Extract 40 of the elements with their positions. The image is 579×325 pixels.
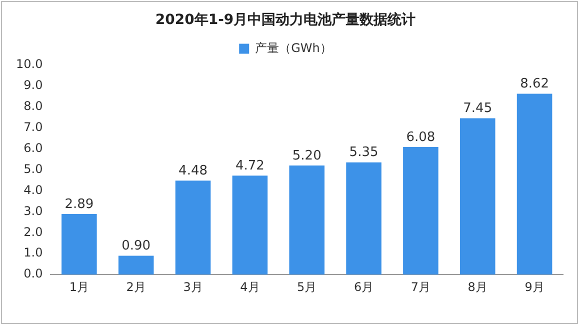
bar: [460, 118, 496, 275]
y-tick-label: 2.0: [24, 224, 43, 239]
x-tick-label: 1月: [69, 280, 89, 294]
chart-title: 2020年1-9月中国动力电池产量数据统计: [155, 11, 416, 28]
y-tick-label: 6.0: [24, 140, 43, 155]
x-tick-label: 3月: [183, 280, 203, 294]
y-tick-label: 1.0: [24, 246, 43, 260]
y-tick-label: 5.0: [24, 162, 43, 176]
x-tick-label: 2月: [126, 280, 146, 294]
data-label: 7.45: [463, 101, 492, 116]
data-label: 5.35: [349, 145, 378, 160]
bar: [289, 166, 325, 275]
data-label: 6.08: [406, 130, 436, 145]
bar: [403, 147, 438, 275]
bar: [118, 256, 154, 275]
y-tick-label: 10.0: [16, 56, 43, 71]
y-tick-label: 7.0: [24, 120, 43, 134]
bar: [232, 176, 268, 275]
y-tick-label: 0.0: [24, 266, 43, 281]
x-tick-label: 9月: [524, 280, 544, 294]
x-tick-label: 4月: [240, 280, 260, 294]
data-label: 5.20: [292, 148, 322, 164]
bar: [62, 214, 97, 275]
data-label: 4.48: [178, 163, 208, 178]
y-tick-label: 4.0: [24, 182, 43, 197]
y-tick-label: 9.0: [24, 78, 43, 92]
bar: [175, 180, 211, 275]
data-label: 4.72: [235, 158, 264, 174]
y-tick-label: 8.0: [24, 98, 43, 113]
bar: [346, 162, 382, 275]
x-tick-label: 6月: [354, 280, 374, 294]
data-label: 0.90: [122, 238, 151, 254]
x-tick-label: 7月: [410, 280, 431, 294]
bar: [516, 94, 552, 275]
data-label: 2.89: [64, 196, 94, 212]
x-tick-label: 8月: [468, 280, 488, 294]
x-tick-label: 5月: [297, 280, 317, 294]
data-label: 8.62: [520, 76, 550, 92]
y-tick-label: 3.0: [24, 204, 43, 218]
legend-label: 产量（GWh）: [255, 40, 332, 55]
